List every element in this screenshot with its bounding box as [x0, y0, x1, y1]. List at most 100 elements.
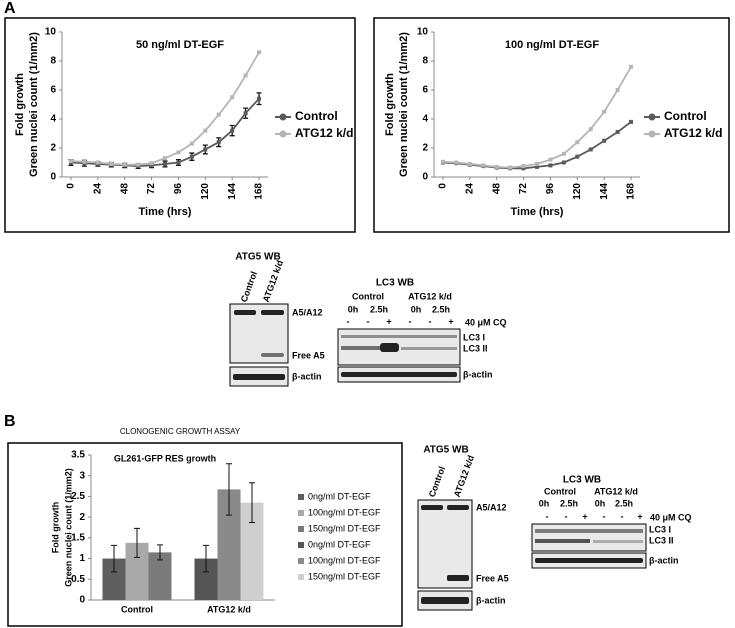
treatment-label: + — [448, 316, 453, 326]
data-point — [163, 161, 167, 166]
band-label: Free A5 — [476, 573, 509, 583]
band-label: β-actin — [476, 595, 506, 605]
blot-title: ATG5 WB — [423, 445, 468, 456]
data-point — [561, 160, 566, 165]
y-axis-title: Green nuclei count (1/mm2) — [63, 468, 73, 587]
treatment-name: 40 μM CQ — [465, 317, 507, 327]
band — [421, 597, 469, 604]
y-axis-title: Fold growth — [14, 73, 26, 136]
band — [341, 372, 457, 377]
treatment-label: + — [582, 511, 587, 521]
treatment-label: - — [429, 316, 432, 326]
legend-label: ATG12 k/d — [664, 126, 722, 140]
data-point — [176, 150, 181, 155]
chart-title: 100 ng/ml DT-EGF — [505, 39, 599, 51]
data-point — [82, 159, 87, 164]
y-tick-label: 0 — [50, 172, 56, 183]
data-point — [149, 163, 154, 168]
y-tick-label: 10 — [417, 27, 429, 38]
x-tick-label: 144 — [599, 183, 610, 200]
x-tick-label: 24 — [464, 183, 475, 195]
series-line — [442, 66, 632, 169]
band — [261, 310, 284, 315]
band-label: LC3 II — [649, 535, 674, 545]
blot-image — [417, 499, 473, 589]
time-label: 0h — [348, 304, 359, 314]
band-label: A5/A12 — [292, 307, 323, 317]
y-tick-label: 2 — [422, 143, 428, 154]
error-bar — [226, 463, 232, 516]
x-tick-label: Control — [121, 604, 153, 614]
lane-label: Control — [427, 465, 447, 498]
band-label: β-actin — [292, 371, 322, 381]
data-point — [588, 127, 593, 132]
legend-swatch — [298, 558, 304, 564]
x-axis-title: Time (hrs) — [139, 206, 192, 218]
legend-label: 100ng/ml DT-EGF — [308, 507, 381, 517]
band — [341, 335, 457, 338]
legend-swatch — [298, 526, 304, 532]
bar — [125, 542, 149, 600]
band — [380, 343, 399, 352]
y-tick-label: 4 — [50, 114, 56, 125]
x-tick-label: 120 — [200, 183, 211, 200]
blot: LC3 WB Control ATG12 k/d 0h 2.5h 0h 2.5h… — [337, 278, 507, 383]
x-tick-label: 48 — [119, 183, 130, 195]
data-point — [615, 88, 620, 92]
y-tick-label: 0.5 — [71, 574, 85, 585]
y-tick-label: 4 — [422, 114, 428, 125]
band — [261, 353, 284, 357]
band — [447, 505, 469, 510]
x-tick-label: 0 — [438, 183, 449, 189]
time-label: 2.5h — [432, 304, 450, 314]
x-tick-label: 72 — [146, 183, 157, 195]
band-label: LC3 I — [463, 332, 485, 342]
time-label: 2.5h — [560, 498, 578, 508]
data-point — [602, 138, 607, 143]
legend-swatch — [298, 510, 304, 516]
band-label: LC3 II — [463, 343, 488, 353]
band — [593, 540, 643, 543]
y-tick-label: 6 — [50, 85, 56, 96]
legend-label: 100ng/ml DT-EGF — [308, 555, 381, 565]
blot: ATG5 WB Control ATG12 k/d A5/A12 Free A5… — [229, 252, 325, 387]
blot-title: LC3 WB — [376, 278, 414, 289]
band — [535, 539, 590, 543]
data-point — [535, 164, 539, 169]
treatment-label: - — [347, 316, 350, 326]
treatment-label: - — [546, 511, 549, 521]
y-tick-label: 2 — [50, 143, 56, 154]
chart-title: GL261-GFP RES growth — [114, 453, 216, 463]
time-label: 0h — [539, 498, 550, 508]
data-point — [189, 154, 194, 159]
x-tick-label: 48 — [491, 183, 502, 195]
y-tick-label: 2.5 — [71, 491, 85, 502]
data-point — [521, 166, 526, 171]
y-tick-label: 8 — [50, 56, 56, 67]
treatment-name: 40 μM CQ — [650, 512, 692, 522]
data-point — [243, 73, 248, 78]
blot: LC3 WB Control ATG12 k/d 0h 2.5h 0h 2.5h… — [531, 475, 692, 569]
group-label: Control — [544, 486, 576, 496]
chart-suptitle: CLONOGENIC GROWTH ASSAY — [120, 427, 241, 436]
chart-frame — [373, 17, 730, 233]
data-point — [203, 147, 208, 152]
data-point — [122, 162, 127, 167]
error-bar — [157, 544, 163, 561]
x-tick-label: 120 — [572, 183, 583, 200]
legend-swatch — [298, 494, 304, 500]
data-point — [521, 164, 526, 169]
legend-label: 150ng/ml DT-EGF — [308, 523, 381, 533]
data-point — [189, 141, 194, 146]
treatment-label: + — [637, 511, 642, 521]
band-label: β-actin — [463, 369, 493, 379]
y-tick-label: 1 — [79, 553, 85, 564]
data-point — [467, 161, 472, 166]
panel-label: A — [4, 0, 16, 17]
legend-label: 0ng/ml DT-EGF — [308, 491, 371, 501]
treatment-label: - — [409, 316, 412, 326]
data-point — [575, 154, 580, 159]
band — [535, 529, 643, 533]
data-point — [230, 95, 235, 100]
treatment-label: - — [367, 316, 370, 326]
